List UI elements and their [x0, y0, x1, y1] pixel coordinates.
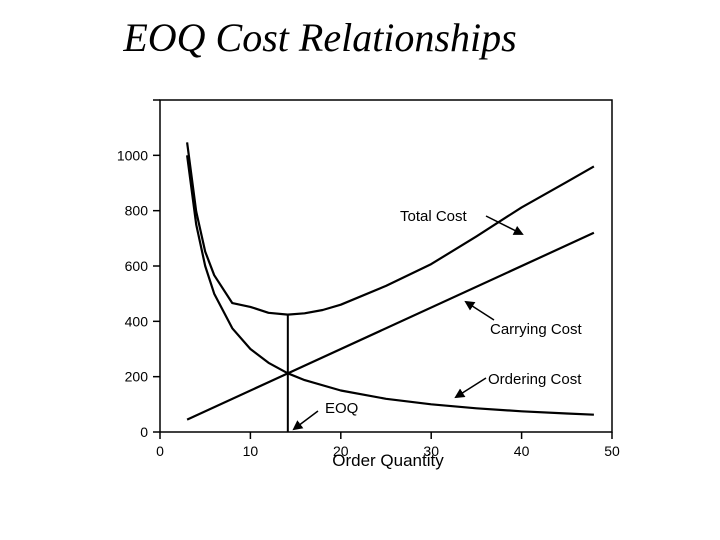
- x-axis-label: Order Quantity: [332, 451, 444, 470]
- x-tick-label: 10: [243, 443, 259, 459]
- annotation-ordering-cost: Ordering Cost: [488, 371, 582, 388]
- y-tick-label: 1000: [117, 147, 148, 163]
- chart-title: EOQ Cost Relationships: [123, 15, 517, 60]
- x-tick-label: 30: [423, 443, 439, 459]
- series-line-ordering: [186, 155, 594, 416]
- y-tick-label: 0: [140, 424, 148, 440]
- annotation-ordering-arrow: [454, 377, 487, 399]
- annotation-total-arrow: [485, 215, 524, 235]
- y-tick-label: 200: [125, 369, 149, 385]
- annotation-eoq: EOQ: [325, 400, 358, 417]
- annotation-carrying-cost: Carrying Cost: [490, 321, 583, 338]
- x-tick-label: 20: [333, 443, 349, 459]
- y-tick-label: 600: [125, 258, 149, 274]
- annotation-eoq-arrow: [292, 410, 319, 431]
- x-tick-label: 0: [156, 443, 164, 459]
- annotation-total-cost: Total Cost: [400, 208, 468, 225]
- y-tick-label: 400: [125, 313, 149, 329]
- series-line-total: [186, 142, 595, 316]
- x-tick-label: 50: [604, 443, 620, 459]
- annotation-carrying-arrow: [464, 300, 495, 321]
- y-tick-label: 800: [125, 203, 149, 219]
- x-tick-label: 40: [514, 443, 530, 459]
- series-line-carrying: [186, 231, 595, 421]
